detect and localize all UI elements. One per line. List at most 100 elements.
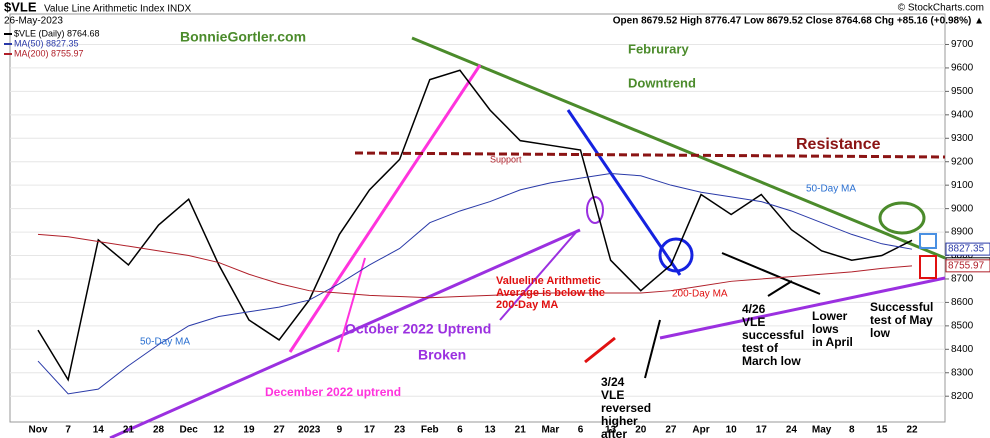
highlight-box (919, 233, 937, 249)
highlight-circle (586, 196, 604, 224)
annotation: VLE (601, 388, 624, 402)
series-line (37, 172, 913, 395)
arrow (337, 257, 366, 353)
annotation: Valueline Arithmetic (496, 275, 601, 287)
x-tick-label: 15 (876, 425, 888, 436)
x-tick-label: 19 (243, 425, 255, 436)
annotation: BonnieGortler.com (180, 29, 306, 45)
arrow (644, 319, 661, 379)
x-tick-label: 27 (665, 425, 677, 436)
annotation: 4/26 (742, 302, 766, 316)
october-uptrend-line (109, 228, 581, 438)
chart-subtitle: Value Line Arithmetic Index INDX (44, 4, 191, 15)
y-tick-label: 9100 (951, 180, 974, 191)
x-tick-label: 23 (394, 425, 406, 436)
plot-area (9, 13, 946, 423)
x-tick-label: 8 (849, 425, 855, 436)
x-tick-label: Feb (421, 425, 439, 436)
x-tick-label: 2023 (298, 425, 321, 436)
annotation: Resistance (796, 136, 881, 153)
y-tick-label: 8900 (951, 227, 974, 238)
x-tick-label: 14 (93, 425, 105, 436)
annotation: low (870, 326, 891, 340)
x-tick-label: 10 (726, 425, 738, 436)
y-tick-label: 8300 (951, 367, 974, 378)
x-tick-label: 22 (906, 425, 918, 436)
annotation: reversed (601, 401, 651, 415)
annotation: Average is below the (496, 287, 605, 299)
x-tick-label: 17 (364, 425, 376, 436)
annotation: 3/24 (601, 375, 625, 389)
annotation: 50-Day MA (140, 337, 190, 348)
annotation: successful (742, 328, 804, 342)
y-tick-label: 9600 (951, 63, 974, 74)
annotation: test of May (870, 313, 933, 327)
annotation: test of (742, 341, 779, 355)
legend-entry: MA(200) 8755.97 (14, 48, 84, 58)
x-tick-label: Dec (180, 425, 199, 436)
arrow (584, 336, 616, 364)
x-tick-label: 12 (213, 425, 225, 436)
x-tick-label: 9 (337, 425, 343, 436)
legend-entry: MA(50) 8827.35 (14, 38, 79, 48)
x-tick-label: 20 (635, 425, 647, 436)
chart-title: $VLE (4, 0, 37, 14)
y-tick-label: 9500 (951, 86, 974, 97)
y-tick-label: 8200 (951, 391, 974, 402)
x-tick-label: May (812, 425, 832, 436)
annotation: in April (812, 335, 853, 349)
x-tick-label: 17 (756, 425, 768, 436)
y-tick-label: 9200 (951, 156, 974, 167)
x-tick-label: 24 (786, 425, 798, 436)
annotation: Successful (870, 300, 933, 314)
highlight-circle (658, 237, 694, 273)
y-tick-label: 8400 (951, 344, 974, 355)
downtrend-line (411, 36, 946, 260)
trend-drawings (109, 36, 946, 438)
annotation: VLE (742, 315, 765, 329)
annotation: Lower (812, 309, 848, 323)
annotation: 200-Day MA (496, 299, 558, 311)
last-value-box (945, 259, 990, 273)
y-tick-label: 9700 (951, 39, 974, 50)
annotation: October 2022 Uptrend (345, 321, 491, 337)
annotation: December 2022 uptrend (265, 385, 401, 399)
y-tick-label: 9400 (951, 109, 974, 120)
support-line (659, 276, 946, 340)
annotation: lows (812, 322, 839, 336)
x-tick-label: Nov (29, 425, 48, 436)
x-tick-label: 21 (515, 425, 527, 436)
legend-entry: $VLE (Daily) 8764.68 (14, 28, 100, 38)
source: © StockCharts.com (898, 3, 984, 14)
annotation: 200-Day MA (672, 289, 728, 300)
y-tick-label: 9300 (951, 133, 974, 144)
series-line (37, 233, 913, 299)
annotation: higher (601, 414, 638, 428)
chart-date: 26-May-2023 (4, 16, 63, 27)
x-tick-label: 7 (65, 425, 71, 436)
x-tick-label: Mar (541, 425, 559, 436)
arrow (721, 252, 821, 295)
y-tick-label: 9000 (951, 203, 974, 214)
december-uptrend-line (288, 64, 482, 353)
annotation: Broken (418, 347, 466, 363)
annotation: Februrary (628, 41, 689, 56)
annotation: Support (490, 154, 522, 164)
y-tick-label: 8800 (951, 250, 974, 261)
quote: Open 8679.52 High 8776.47 Low 8679.52 Cl… (613, 16, 984, 27)
highlight-box (919, 255, 937, 279)
annotation: after (601, 427, 627, 438)
arrow (499, 229, 579, 321)
last-value-box (945, 242, 990, 256)
annotation: 50-Day MA (806, 184, 856, 195)
x-tick-label: 6 (457, 425, 463, 436)
x-tick-label: 21 (123, 425, 135, 436)
y-tick-label: 8600 (951, 297, 974, 308)
x-tick-label: 28 (153, 425, 165, 436)
resistance-line (354, 151, 946, 159)
highlight-circle (878, 201, 926, 235)
x-tick-label: 6 (578, 425, 584, 436)
x-tick-label: 13 (605, 425, 617, 436)
arrow (767, 280, 793, 297)
